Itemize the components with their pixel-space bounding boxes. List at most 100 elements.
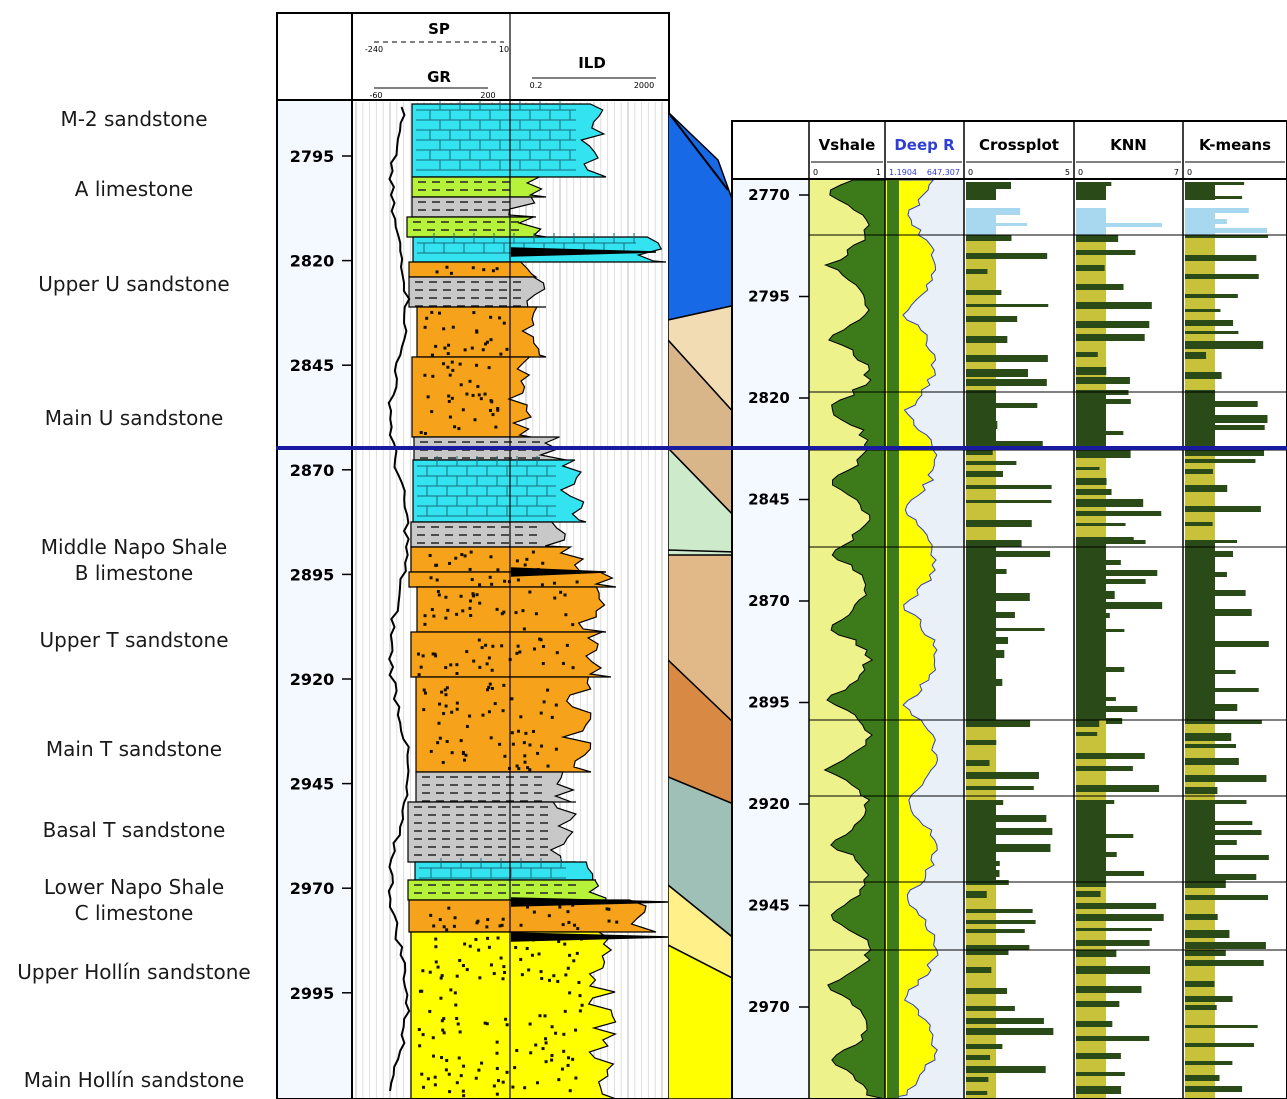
sand-dot (536, 1081, 540, 1085)
formation-label-line: Main Hollín sandstone (23, 1068, 245, 1092)
lithology-limestone (412, 459, 587, 523)
sand-dot (468, 567, 472, 571)
sand-dot (556, 979, 560, 983)
sand-dot (605, 907, 609, 911)
sand-dot (557, 1078, 561, 1082)
facies-bar (966, 1066, 1046, 1073)
sand-dot (495, 1051, 499, 1055)
sand-dot (575, 951, 579, 955)
sand-dot (574, 1028, 578, 1032)
sand-dot (420, 1072, 424, 1076)
facies-bar (966, 1091, 988, 1095)
facies-bar (1185, 652, 1206, 655)
sand-dot (519, 923, 523, 927)
sand-dot (504, 1017, 508, 1021)
sand-dot (447, 394, 451, 398)
sand-dot (563, 593, 567, 597)
lithology-limestone (414, 861, 596, 881)
sand-dot (454, 1003, 458, 1007)
sand-dot (489, 338, 493, 342)
facies-bar (1076, 720, 1100, 727)
depth-label: 2970 (748, 998, 790, 1016)
sand-dot (418, 1044, 422, 1048)
sand-dot (455, 707, 459, 711)
sand-dot (476, 384, 480, 388)
facies-bar (1185, 609, 1252, 616)
log-header (276, 12, 670, 101)
sand-dot (429, 749, 433, 753)
lithology-sandstone_u (408, 261, 538, 278)
track-min: 0 (813, 168, 818, 177)
facies-bar (1076, 284, 1124, 290)
sand-dot (434, 654, 438, 658)
sand-dot (496, 936, 500, 940)
sand-dot (493, 702, 497, 706)
track-max: 1 (876, 168, 881, 177)
track-min: 0 (1187, 168, 1192, 177)
sand-dot (449, 271, 453, 275)
track-max: 647.307 (927, 168, 960, 177)
sand-dot (458, 958, 462, 962)
sand-dot (540, 583, 544, 587)
facies-bar (1185, 331, 1239, 334)
sand-dot (501, 917, 505, 921)
sand-dot (435, 270, 439, 274)
facies-bar (966, 696, 993, 701)
sand-dot (451, 368, 455, 372)
facies-bar (1076, 467, 1100, 470)
facies-bar (1185, 590, 1246, 596)
track-min: 0 (1078, 168, 1083, 177)
sand-dot (571, 1057, 575, 1061)
sand-dot (578, 994, 582, 998)
sand-dot (453, 991, 457, 995)
sand-dot (499, 352, 503, 356)
sand-dot (487, 945, 491, 949)
ild-spike (510, 247, 657, 257)
sand-dot (553, 596, 557, 600)
facies-bar (966, 593, 1030, 601)
formation-label-line: Middle Napo Shale (40, 535, 228, 559)
facies-bar (966, 988, 1008, 994)
facies-bar (1185, 1005, 1217, 1010)
sand-dot (463, 348, 467, 352)
facies-bar (1076, 334, 1145, 341)
facies-bar (966, 450, 993, 455)
facies-bar (1076, 223, 1163, 227)
sand-dot (461, 408, 465, 412)
sand-dot (461, 752, 465, 756)
zone-boundary (668, 111, 729, 191)
facies-bar (1076, 852, 1117, 857)
facies-bar (1076, 834, 1134, 838)
formation-label-line: Lower Napo Shale (43, 875, 225, 899)
facies-shale (1076, 182, 1106, 200)
sand-dot (552, 581, 556, 585)
facies-bar (966, 1028, 1054, 1035)
sand-dot (436, 590, 440, 594)
sand-dot (478, 665, 482, 669)
facies-sand (1185, 450, 1215, 540)
sand-dot (474, 1076, 478, 1080)
sand-dot (419, 665, 423, 669)
sand-dot (495, 1092, 499, 1096)
sand-dot (554, 703, 558, 707)
sand-dot (423, 622, 427, 626)
sand-dot (486, 936, 490, 940)
sand-dot (516, 578, 520, 582)
facies-bar (1185, 1061, 1233, 1065)
track-title: Vshale (819, 136, 876, 154)
sand-dot (423, 691, 427, 695)
sand-dot (560, 1067, 564, 1071)
gr-max: 200 (480, 91, 495, 100)
sand-dot (478, 601, 482, 605)
sand-dot (435, 563, 439, 567)
facies-bar (966, 471, 1003, 477)
facies-bar (1076, 1021, 1113, 1027)
sand-dot (481, 713, 485, 717)
facies-bar (1076, 377, 1130, 384)
track-title: Deep R (894, 136, 955, 154)
facies-bar (1185, 950, 1226, 956)
sand-dot (438, 918, 442, 922)
facies-bar (1185, 758, 1239, 765)
sand-dot (568, 991, 572, 995)
correlation-line (276, 446, 1287, 450)
